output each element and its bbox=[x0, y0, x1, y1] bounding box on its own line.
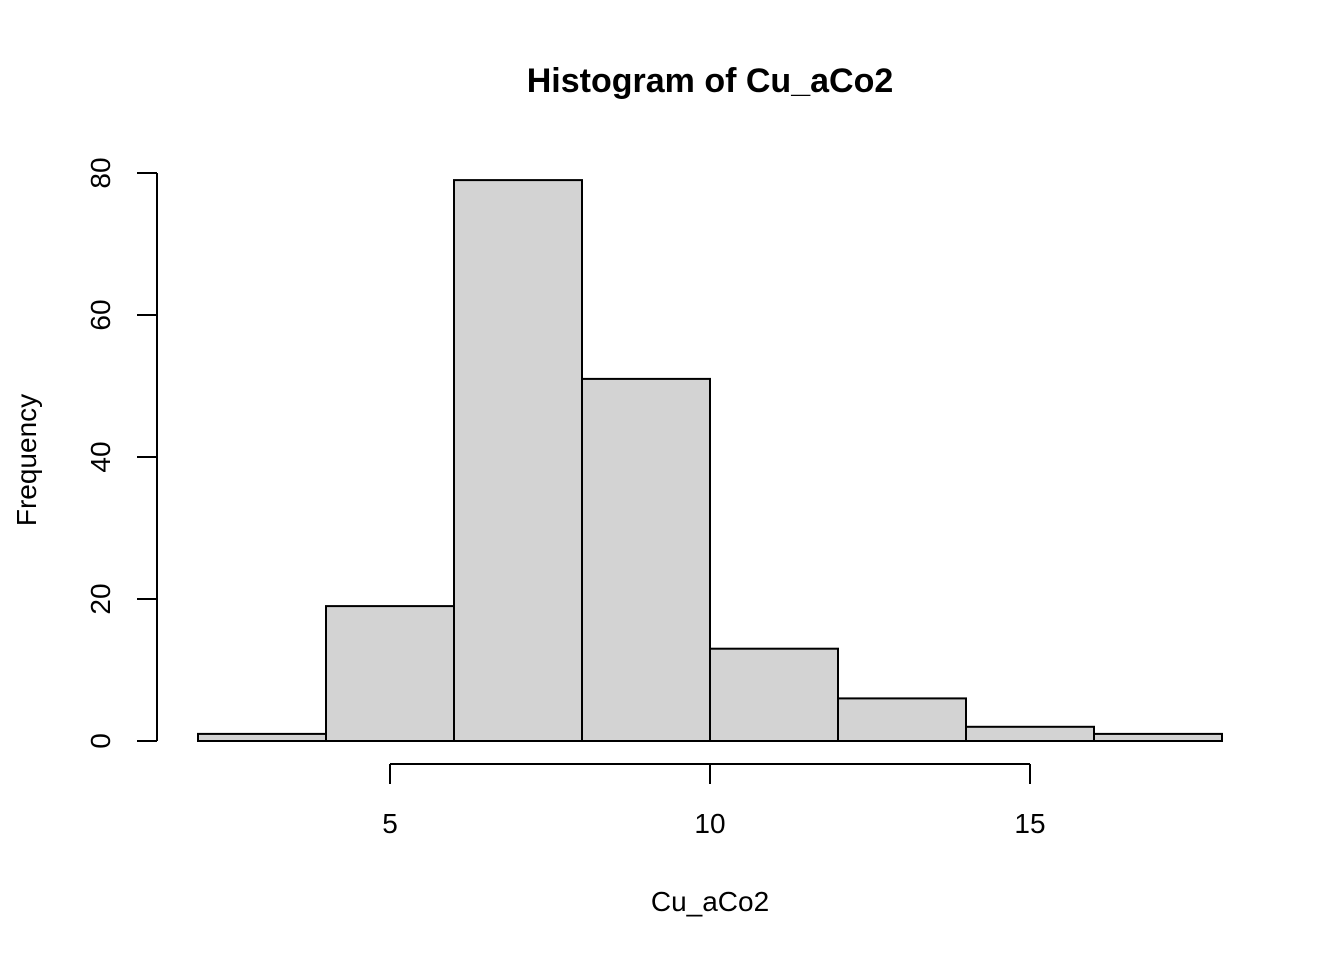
x-axis: 5 10 15 bbox=[382, 763, 1046, 839]
x-tick-label-1: 10 bbox=[694, 808, 725, 839]
histogram-bar-4 bbox=[709, 647, 839, 743]
histogram-bar-7 bbox=[1093, 732, 1223, 743]
y-tick-label-3: 60 bbox=[85, 299, 116, 330]
histogram-bar-0 bbox=[197, 732, 327, 743]
histogram-bar-6 bbox=[965, 725, 1095, 742]
x-tick-label-0: 5 bbox=[382, 808, 398, 839]
bars-group bbox=[197, 179, 1223, 743]
x-tick-label-2: 15 bbox=[1014, 808, 1045, 839]
histogram-bar-5 bbox=[837, 697, 967, 743]
y-tick-label-4: 80 bbox=[85, 157, 116, 188]
histogram-bar-1 bbox=[325, 605, 455, 742]
histogram-bar-2 bbox=[453, 179, 583, 743]
y-axis-label: Frequency bbox=[11, 394, 42, 526]
y-axis: 0 20 40 60 80 bbox=[85, 157, 158, 749]
x-axis-label: Cu_aCo2 bbox=[651, 886, 769, 917]
y-tick-label-0: 0 bbox=[85, 733, 116, 749]
chart-title: Histogram of Cu_aCo2 bbox=[527, 62, 894, 100]
y-tick-label-1: 20 bbox=[85, 583, 116, 614]
y-tick-label-2: 40 bbox=[85, 441, 116, 472]
histogram-bar-3 bbox=[581, 377, 711, 742]
